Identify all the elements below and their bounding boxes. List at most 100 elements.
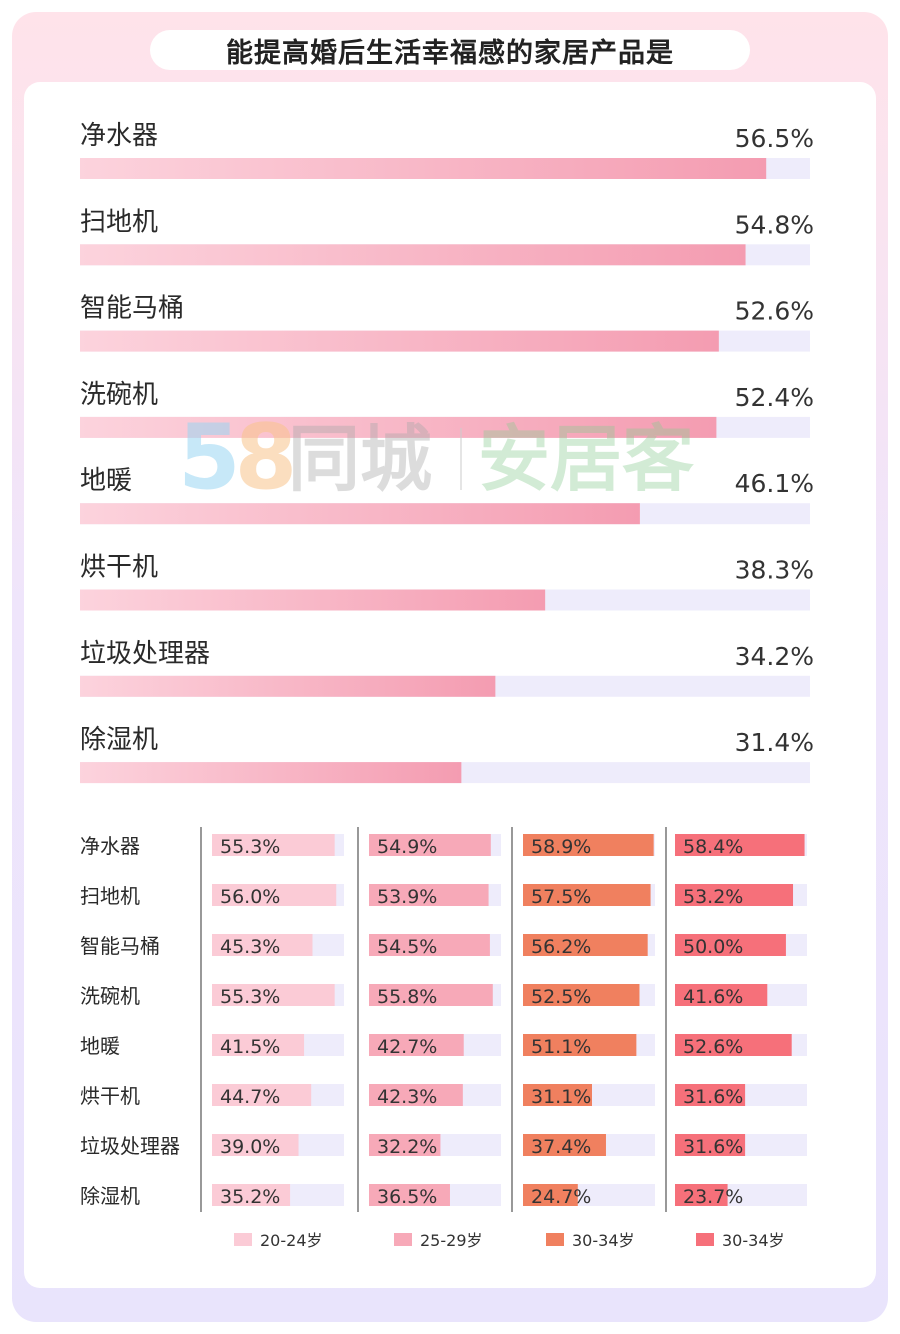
chart-card: 净水器 56.5% 扫地机 54.8% 智能马桶 52.6% 洗碗机 52.4% 地暖 46.1%… xyxy=(24,82,876,1288)
data-label: 32.2% xyxy=(377,1136,437,1158)
bar xyxy=(80,416,717,438)
bar xyxy=(369,834,491,856)
category-label: 智能马桶 xyxy=(80,294,184,324)
data-label: 56.0% xyxy=(220,886,280,908)
data-label: 31.1% xyxy=(531,1086,591,1108)
category-label: 除湿机 xyxy=(80,725,158,755)
data-label: 41.6% xyxy=(683,986,743,1008)
bar xyxy=(212,984,335,1006)
category-label: 净水器 xyxy=(80,121,158,151)
category-label: 垃圾处理器 xyxy=(80,639,210,669)
bar xyxy=(523,984,640,1006)
data-label: 31.6% xyxy=(683,1136,743,1158)
bar xyxy=(523,1184,578,1206)
value-label: 46.1% xyxy=(735,469,814,498)
data-label: 44.7% xyxy=(220,1086,280,1108)
bar xyxy=(523,884,651,906)
legend-label: 30-34岁 xyxy=(722,1231,785,1250)
data-label: 55.8% xyxy=(377,986,437,1008)
bar xyxy=(212,934,313,956)
bar xyxy=(523,934,648,956)
data-label: 41.5% xyxy=(220,1036,280,1058)
data-label: 58.9% xyxy=(531,836,591,858)
value-label: 52.6% xyxy=(735,297,814,326)
data-label: 42.3% xyxy=(377,1086,437,1108)
legend-label: 25-29岁 xyxy=(420,1231,483,1250)
category-label: 洗碗机 xyxy=(80,380,158,410)
age-group-bar-chart: 净水器 55.3% 54.9% 58.9% 58.4% 扫地机 56.0% 53.9% 57.5… xyxy=(80,827,807,1250)
value-label: 54.8% xyxy=(735,210,814,239)
bar xyxy=(675,884,794,906)
bar xyxy=(212,1084,312,1106)
bar xyxy=(80,244,746,266)
value-label: 38.3% xyxy=(735,556,814,585)
legend-swatch xyxy=(546,1233,564,1246)
data-label: 53.2% xyxy=(683,886,743,908)
bar xyxy=(369,1034,464,1056)
category-label: 智能马桶 xyxy=(80,934,160,958)
bar xyxy=(369,934,490,956)
data-label: 31.6% xyxy=(683,1086,743,1108)
bar xyxy=(675,984,768,1006)
bar xyxy=(675,1134,746,1156)
data-label: 42.7% xyxy=(377,1036,437,1058)
value-label: 34.2% xyxy=(735,642,814,671)
data-label: 58.4% xyxy=(683,836,743,858)
bar xyxy=(369,984,493,1006)
data-label: 57.5% xyxy=(531,886,591,908)
bar xyxy=(523,1134,606,1156)
bar xyxy=(675,834,805,856)
bar xyxy=(80,158,767,179)
data-label: 45.3% xyxy=(220,936,280,958)
legend-swatch xyxy=(696,1233,714,1246)
category-label: 净水器 xyxy=(80,834,140,858)
bar xyxy=(523,1084,592,1106)
data-label: 54.5% xyxy=(377,936,437,958)
data-label: 35.2% xyxy=(220,1186,280,1208)
legend-label: 20-24岁 xyxy=(260,1231,323,1250)
category-label: 扫地机 xyxy=(80,207,158,237)
data-label: 36.5% xyxy=(377,1186,437,1208)
value-label: 31.4% xyxy=(735,728,814,757)
data-label: 37.4% xyxy=(531,1136,591,1158)
data-label: 51.1% xyxy=(531,1036,591,1058)
chart-title: 能提高婚后生活幸福感的家居产品是 xyxy=(150,30,750,70)
overall-bar-chart: 净水器 56.5% 扫地机 54.8% 智能马桶 52.6% 洗碗机 52.4% 地暖 46.1%… xyxy=(80,121,814,784)
data-label: 24.7% xyxy=(531,1186,591,1208)
bar xyxy=(369,1084,463,1106)
data-label: 56.2% xyxy=(531,936,591,958)
legend-swatch xyxy=(234,1233,252,1246)
data-label: 54.9% xyxy=(377,836,437,858)
data-label: 50.0% xyxy=(683,936,743,958)
bar xyxy=(80,675,496,697)
data-label: 52.6% xyxy=(683,1036,743,1058)
bar xyxy=(523,1034,637,1056)
bar xyxy=(675,1084,746,1106)
legend-swatch xyxy=(394,1233,412,1246)
data-label: 52.5% xyxy=(531,986,591,1008)
bar xyxy=(212,884,337,906)
bar xyxy=(80,330,719,352)
category-label: 烘干机 xyxy=(80,1084,140,1108)
category-label: 垃圾处理器 xyxy=(80,1134,180,1158)
category-label: 洗碗机 xyxy=(80,984,140,1008)
category-label: 地暖 xyxy=(80,466,132,496)
bar xyxy=(369,884,489,906)
bar xyxy=(369,1184,450,1206)
category-label: 除湿机 xyxy=(80,1184,140,1208)
bar xyxy=(675,934,786,956)
data-label: 55.3% xyxy=(220,836,280,858)
data-label: 55.3% xyxy=(220,986,280,1008)
category-label: 烘干机 xyxy=(80,553,158,583)
bar xyxy=(80,503,640,525)
category-label: 扫地机 xyxy=(80,884,140,908)
value-label: 52.4% xyxy=(735,383,814,412)
bar xyxy=(212,1184,291,1206)
data-label: 53.9% xyxy=(377,886,437,908)
bar xyxy=(675,1184,728,1206)
bar xyxy=(369,1134,441,1156)
bar xyxy=(675,1034,792,1056)
bar xyxy=(212,1134,299,1156)
data-label: 23.7% xyxy=(683,1186,743,1208)
category-label: 地暖 xyxy=(80,1034,120,1058)
